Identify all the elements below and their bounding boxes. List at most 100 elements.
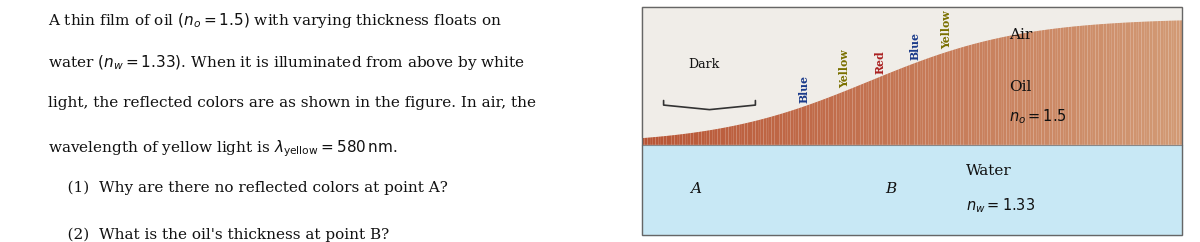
Polygon shape — [782, 112, 785, 145]
Polygon shape — [852, 86, 856, 145]
Polygon shape — [907, 64, 910, 145]
Polygon shape — [874, 77, 877, 145]
Polygon shape — [674, 134, 677, 145]
Polygon shape — [774, 114, 778, 145]
Polygon shape — [950, 49, 953, 145]
Polygon shape — [979, 41, 983, 145]
Polygon shape — [988, 39, 990, 145]
Polygon shape — [715, 128, 718, 145]
Polygon shape — [664, 135, 666, 145]
Polygon shape — [1098, 23, 1102, 145]
Polygon shape — [974, 43, 977, 145]
Polygon shape — [1093, 24, 1096, 145]
Text: water $(n_w = 1.33)$. When it is illuminated from above by white: water $(n_w = 1.33)$. When it is illumin… — [48, 53, 524, 72]
Polygon shape — [1163, 20, 1166, 145]
Text: light, the reflected colors are as shown in the figure. In air, the: light, the reflected colors are as shown… — [48, 96, 536, 110]
Polygon shape — [737, 124, 739, 145]
Polygon shape — [1042, 29, 1044, 145]
Polygon shape — [661, 136, 664, 145]
Polygon shape — [955, 48, 958, 145]
Polygon shape — [869, 80, 871, 145]
Polygon shape — [788, 110, 791, 145]
Polygon shape — [1028, 31, 1031, 145]
Polygon shape — [877, 76, 880, 145]
Polygon shape — [677, 134, 679, 145]
Polygon shape — [1031, 31, 1033, 145]
Polygon shape — [1174, 20, 1176, 145]
Polygon shape — [845, 89, 847, 145]
Polygon shape — [880, 75, 882, 145]
Polygon shape — [817, 100, 821, 145]
Polygon shape — [778, 113, 780, 145]
Polygon shape — [842, 91, 845, 145]
Text: Yellow: Yellow — [942, 10, 953, 49]
Polygon shape — [998, 37, 1001, 145]
Polygon shape — [839, 91, 842, 145]
Polygon shape — [670, 135, 672, 145]
Polygon shape — [836, 93, 839, 145]
Polygon shape — [1052, 28, 1055, 145]
Polygon shape — [1147, 21, 1150, 145]
Polygon shape — [871, 78, 874, 145]
Polygon shape — [1020, 33, 1022, 145]
Polygon shape — [748, 121, 750, 145]
Polygon shape — [1117, 22, 1120, 145]
Polygon shape — [791, 109, 793, 145]
Polygon shape — [834, 94, 836, 145]
Polygon shape — [726, 126, 728, 145]
Text: $n_w = 1.33$: $n_w = 1.33$ — [966, 196, 1036, 214]
Text: $n_o = 1.5$: $n_o = 1.5$ — [1009, 107, 1067, 126]
Polygon shape — [1096, 24, 1098, 145]
Polygon shape — [847, 88, 850, 145]
Polygon shape — [1015, 34, 1018, 145]
Polygon shape — [901, 67, 904, 145]
Polygon shape — [1128, 22, 1130, 145]
Polygon shape — [1139, 21, 1141, 145]
Polygon shape — [1087, 24, 1091, 145]
Text: Blue: Blue — [798, 76, 810, 103]
Polygon shape — [750, 121, 752, 145]
Polygon shape — [1169, 20, 1171, 145]
Polygon shape — [1085, 24, 1087, 145]
Polygon shape — [1039, 30, 1042, 145]
Polygon shape — [964, 45, 966, 145]
Polygon shape — [923, 58, 925, 145]
Polygon shape — [1055, 28, 1058, 145]
Polygon shape — [796, 107, 799, 145]
Polygon shape — [655, 136, 658, 145]
Text: B: B — [884, 182, 896, 196]
Polygon shape — [650, 136, 653, 145]
Polygon shape — [709, 129, 713, 145]
Polygon shape — [806, 104, 809, 145]
Polygon shape — [802, 106, 804, 145]
Polygon shape — [914, 61, 918, 145]
Polygon shape — [912, 62, 914, 145]
Polygon shape — [1145, 21, 1147, 145]
Text: (1)  Why are there no reflected colors at point A?: (1) Why are there no reflected colors at… — [48, 180, 448, 195]
Text: Yellow: Yellow — [839, 50, 850, 88]
Polygon shape — [1044, 29, 1046, 145]
Polygon shape — [1123, 22, 1126, 145]
Polygon shape — [942, 52, 944, 145]
Polygon shape — [1154, 20, 1158, 145]
Polygon shape — [769, 116, 772, 145]
Polygon shape — [744, 122, 748, 145]
Polygon shape — [772, 115, 774, 145]
Polygon shape — [856, 85, 858, 145]
Polygon shape — [920, 59, 923, 145]
Polygon shape — [718, 128, 720, 145]
Polygon shape — [1109, 23, 1111, 145]
Polygon shape — [763, 117, 767, 145]
Polygon shape — [761, 118, 763, 145]
Polygon shape — [812, 102, 815, 145]
Polygon shape — [890, 71, 893, 145]
Polygon shape — [925, 57, 929, 145]
Polygon shape — [1120, 22, 1123, 145]
Polygon shape — [1033, 30, 1036, 145]
Polygon shape — [1069, 26, 1072, 145]
Polygon shape — [799, 107, 802, 145]
Polygon shape — [1001, 36, 1004, 145]
Polygon shape — [929, 56, 931, 145]
Polygon shape — [947, 50, 950, 145]
Polygon shape — [1058, 27, 1061, 145]
